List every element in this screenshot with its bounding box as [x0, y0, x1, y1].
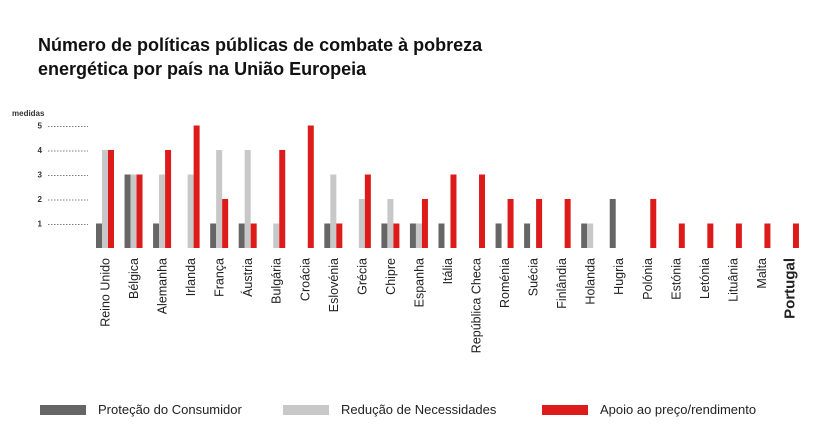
- category-label: Áustria: [240, 258, 255, 297]
- bar-needs-reduction: [273, 223, 280, 248]
- bar-price-income-support: [450, 174, 457, 248]
- legend-swatch-needs-reduction: [283, 404, 329, 415]
- category-label: Eslovénia: [327, 258, 341, 312]
- category-label: Espanha: [412, 258, 426, 307]
- bar-needs-reduction: [358, 199, 365, 248]
- category-label: Chipre: [384, 258, 398, 295]
- legend-label-consumer-protection: Proteção do Consumidor: [98, 402, 242, 417]
- category-label: República Checa: [470, 258, 484, 353]
- category-label: Bulgária: [270, 258, 284, 304]
- category-label: França: [213, 258, 227, 297]
- bar-price-income-support: [336, 223, 343, 248]
- y-axis-label: medidas: [12, 109, 45, 118]
- legend: Proteção do Consumidor Redução de Necess…: [0, 402, 814, 424]
- y-tick-label: 4: [38, 146, 43, 155]
- category-label: Malta: [755, 258, 769, 289]
- bar-chart: medidas 1 2 3 4 5 Reino Unido Bélgica Alemanha Ir…: [12, 109, 799, 353]
- category-label: Lituânia: [726, 258, 740, 302]
- bar-price-income-support: [707, 223, 714, 248]
- category-label: Alemanha: [156, 258, 170, 314]
- bar-consumer-protection: [210, 223, 217, 248]
- y-tick-label: 1: [38, 220, 43, 229]
- bar-consumer-protection: [409, 223, 416, 248]
- category-label: Irlanda: [184, 258, 198, 296]
- bar-consumer-protection: [381, 223, 388, 248]
- category-label: Croácia: [298, 258, 312, 301]
- legend-swatch-consumer-protection: [40, 404, 86, 415]
- category-label: Portugal: [781, 258, 798, 319]
- bar-price-income-support: [536, 199, 543, 248]
- bar-price-income-support: [279, 150, 286, 248]
- category-label: Letónia: [698, 258, 712, 299]
- category-label: Finlândia: [555, 258, 569, 309]
- bar-price-income-support: [307, 125, 314, 248]
- bar-price-income-support: [165, 150, 172, 248]
- bar-needs-reduction: [415, 223, 422, 248]
- bar-needs-reduction: [244, 150, 251, 248]
- bar-needs-reduction: [330, 174, 337, 248]
- bar-price-income-support: [507, 199, 514, 248]
- legend-item-consumer-protection: Proteção do Consumidor: [40, 402, 242, 417]
- bar-consumer-protection: [495, 223, 502, 248]
- chart-title: Número de políticas públicas de combate …: [38, 35, 483, 79]
- bar-consumer-protection: [153, 223, 160, 248]
- bar-consumer-protection: [438, 223, 445, 248]
- bar-consumer-protection: [124, 174, 131, 248]
- category-label: Estónia: [669, 258, 683, 300]
- bar-price-income-support: [250, 223, 257, 248]
- legend-label-needs-reduction: Redução de Necessidades: [341, 402, 497, 417]
- bar-needs-reduction: [587, 223, 594, 248]
- bar-price-income-support: [364, 174, 371, 248]
- bar-consumer-protection: [524, 223, 531, 248]
- bar-price-income-support: [393, 223, 400, 248]
- bar-consumer-protection: [238, 223, 245, 248]
- bar-price-income-support: [678, 223, 685, 248]
- category-label: Roménia: [498, 258, 512, 308]
- y-tick-label: 5: [38, 122, 43, 131]
- bar-price-income-support: [564, 199, 571, 248]
- bar-consumer-protection: [581, 223, 588, 248]
- bar-consumer-protection: [609, 199, 616, 248]
- bar-needs-reduction: [216, 150, 223, 248]
- bar-price-income-support: [735, 223, 742, 248]
- bar-price-income-support: [764, 223, 771, 248]
- category-label: Holanda: [584, 258, 598, 305]
- category-label: Hugria: [612, 258, 626, 295]
- bar-price-income-support: [650, 199, 657, 248]
- category-label: Polónia: [641, 258, 655, 300]
- category-label: Suécia: [527, 258, 541, 296]
- bar-price-income-support: [136, 174, 143, 248]
- legend-item-needs-reduction: Redução de Necessidades: [283, 402, 496, 417]
- bar-price-income-support: [108, 150, 114, 248]
- category-label: Bélgica: [127, 258, 141, 299]
- y-tick-label: 2: [38, 195, 43, 204]
- bar-consumer-protection: [96, 223, 102, 248]
- bar-needs-reduction: [159, 174, 166, 248]
- bar-price-income-support: [421, 199, 428, 248]
- bar-needs-reduction: [187, 174, 194, 248]
- bar-needs-reduction: [102, 150, 108, 248]
- category-label: Itália: [441, 258, 455, 284]
- category-label: Reino Unido: [99, 258, 113, 327]
- legend-label-price-income-support: Apoio ao preço/rendimento: [600, 402, 757, 417]
- bar-price-income-support: [479, 174, 486, 248]
- category-label: Grécia: [355, 258, 369, 295]
- bar-consumer-protection: [324, 223, 331, 248]
- legend-item-price-income-support: Apoio ao preço/rendimento: [542, 402, 756, 417]
- bar-needs-reduction: [130, 174, 137, 248]
- bar-needs-reduction: [387, 199, 394, 248]
- bar-price-income-support: [792, 223, 799, 248]
- legend-swatch-price-income-support: [542, 404, 588, 415]
- y-tick-label: 3: [38, 171, 43, 180]
- bar-price-income-support: [193, 125, 200, 248]
- bar-price-income-support: [222, 199, 229, 248]
